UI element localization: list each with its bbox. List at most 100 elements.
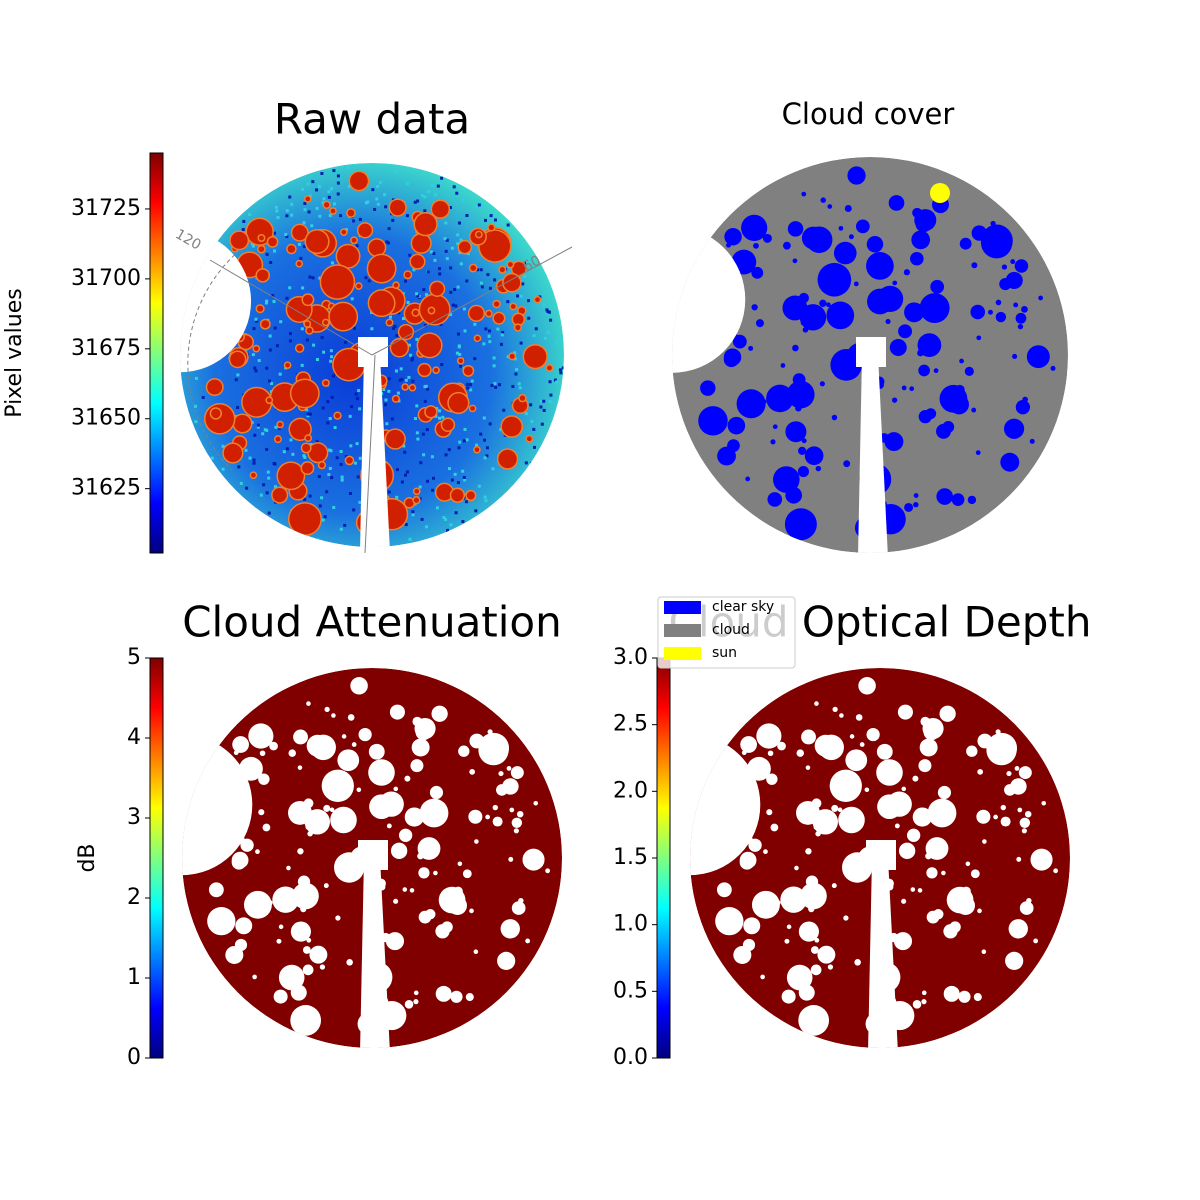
noise xyxy=(493,278,497,282)
noise xyxy=(454,511,458,515)
noise xyxy=(376,184,380,188)
noise xyxy=(306,182,310,186)
blob xyxy=(741,214,768,241)
blob xyxy=(485,814,490,820)
blob xyxy=(1005,951,1024,970)
noise xyxy=(484,327,488,331)
blob xyxy=(231,855,247,870)
blob xyxy=(448,896,467,915)
blob xyxy=(833,241,857,265)
noise xyxy=(371,188,375,192)
noise xyxy=(273,231,277,235)
mask xyxy=(672,226,746,373)
noise xyxy=(273,249,277,253)
noise xyxy=(439,322,443,326)
noise xyxy=(276,216,280,220)
blob xyxy=(740,736,757,753)
noise xyxy=(558,368,562,372)
blob xyxy=(243,890,272,919)
blob xyxy=(826,301,855,330)
noise xyxy=(279,320,283,324)
blob xyxy=(736,389,766,419)
noise xyxy=(221,444,225,448)
blob xyxy=(493,313,504,324)
blob xyxy=(910,251,924,266)
blob xyxy=(436,484,453,501)
blob xyxy=(414,488,420,494)
noise xyxy=(443,237,447,241)
blob xyxy=(804,446,824,466)
noise xyxy=(340,478,344,482)
noise xyxy=(473,357,477,361)
noise xyxy=(423,399,427,403)
blob xyxy=(402,384,408,390)
blob xyxy=(432,200,449,218)
blob xyxy=(330,208,336,214)
noise xyxy=(413,417,417,421)
noise xyxy=(423,209,427,213)
blob xyxy=(512,262,526,276)
blob xyxy=(1019,901,1034,915)
noise xyxy=(271,294,275,298)
blob xyxy=(843,460,851,468)
blob xyxy=(509,807,515,813)
noise xyxy=(210,456,214,460)
noise xyxy=(527,316,531,320)
blob xyxy=(368,255,396,283)
blob xyxy=(855,219,870,234)
blob xyxy=(897,704,913,720)
noise xyxy=(285,447,289,451)
blob xyxy=(296,345,303,352)
blob xyxy=(287,245,296,253)
blob xyxy=(405,498,414,508)
azimuth-line xyxy=(364,354,376,554)
noise xyxy=(358,217,362,221)
blob xyxy=(1010,259,1016,265)
blob xyxy=(1013,302,1019,308)
mask xyxy=(868,858,898,1048)
noise xyxy=(312,343,316,347)
noise xyxy=(255,319,259,323)
blob xyxy=(474,839,479,844)
noise xyxy=(237,465,241,469)
blob xyxy=(321,265,354,299)
noise xyxy=(548,399,552,403)
noise xyxy=(378,181,382,185)
blob xyxy=(469,306,484,321)
blob xyxy=(253,346,259,351)
blob xyxy=(843,915,849,921)
noise xyxy=(549,318,553,322)
noise xyxy=(357,389,361,393)
noise xyxy=(261,432,265,436)
blob xyxy=(515,324,521,331)
noise xyxy=(329,349,333,353)
noise xyxy=(549,393,553,397)
noise xyxy=(529,403,533,407)
blob xyxy=(958,990,971,1003)
blob xyxy=(901,385,907,391)
noise xyxy=(344,340,348,344)
blob xyxy=(469,769,476,775)
blob xyxy=(1019,817,1031,828)
blob xyxy=(751,266,764,279)
noise xyxy=(321,518,325,522)
noise xyxy=(402,444,406,448)
blob xyxy=(798,921,819,942)
noise xyxy=(265,447,269,451)
blob xyxy=(341,229,347,235)
noise xyxy=(437,267,441,271)
blob xyxy=(506,766,512,771)
blob xyxy=(404,271,411,278)
noise xyxy=(465,213,469,217)
colorbar xyxy=(149,657,164,1059)
noise xyxy=(327,195,331,199)
blob xyxy=(800,320,806,326)
blob xyxy=(901,786,907,792)
blob xyxy=(450,990,463,1003)
noise xyxy=(418,485,422,489)
noise xyxy=(444,221,448,225)
blob xyxy=(770,439,776,445)
noise xyxy=(330,476,334,480)
noise xyxy=(358,456,362,460)
noise xyxy=(297,242,301,246)
